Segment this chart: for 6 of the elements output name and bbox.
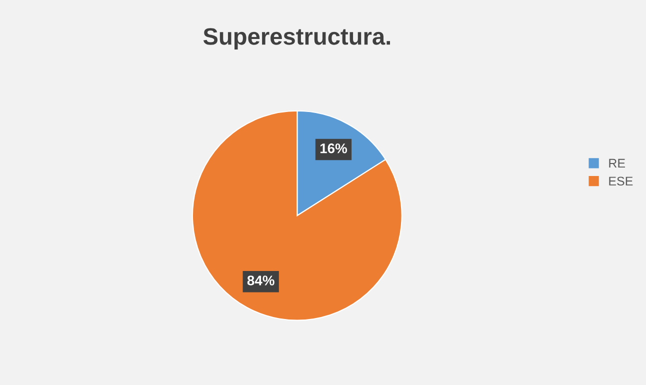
pie-slice [192, 110, 402, 321]
legend-label: RE [609, 158, 625, 168]
chart-title: Superestructura. [203, 28, 390, 50]
data-label: 84% [247, 276, 274, 286]
data-label: 16% [320, 143, 348, 154]
legend-label: ESE [609, 176, 633, 186]
